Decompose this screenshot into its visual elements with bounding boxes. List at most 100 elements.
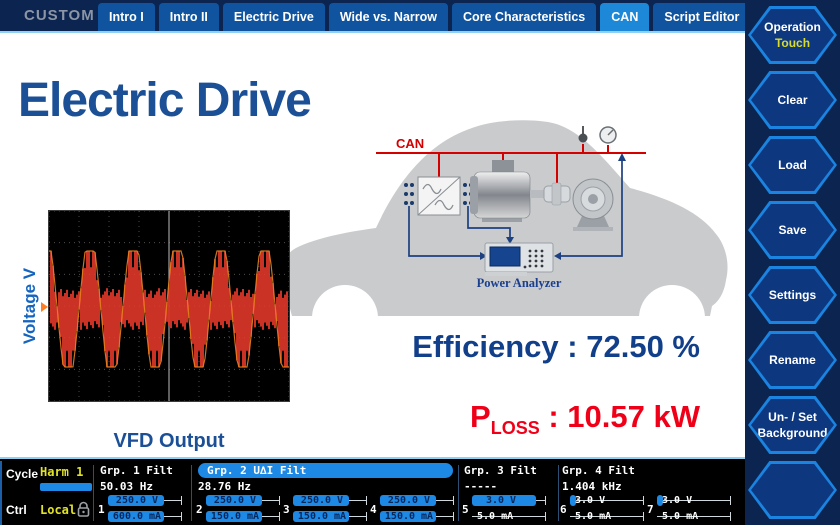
scope-caption: VFD Output [113,430,225,452]
wire-arrowheads [480,153,626,260]
button-label: Rename [769,352,816,367]
range-line [570,500,643,501]
range-line [570,516,643,517]
range-row: 150.0 mA [204,510,282,524]
range-row: 5.0 mA [568,510,646,524]
load-machine-icon [572,178,614,231]
channel-5-readout[interactable]: 5 3.0 V 5.0 mA [462,494,549,524]
tab-intro-i[interactable]: Intro I [98,3,155,31]
ctrl-mode-value[interactable]: Local [40,503,77,517]
channel-row: 1 250.0 V 600.0 mA [98,494,190,524]
range-fill-bar [293,511,349,522]
can-bus-label: CAN [396,136,424,151]
range-fill-bar [380,495,436,506]
channel-number: 6 [560,503,567,516]
lock-icon[interactable] [76,501,91,521]
group-frequency: ----- [464,480,498,493]
channel-current-range: 600.0 mA [112,511,162,522]
efficiency-label: Efficiency [412,329,559,364]
electric-motor-icon [470,160,544,222]
channel-voltage-range: 250.0 V [300,495,344,506]
range-fill-bar [206,511,262,522]
range-row: 3.0 V [655,494,733,508]
sidebar-button-load[interactable]: Load [748,136,837,194]
range-end-tick [730,496,731,505]
sidebar-button-un-set[interactable]: Un- / Set Background [748,396,837,454]
channel-voltage-range: 3.0 V [662,495,693,506]
channel-1-readout[interactable]: 1 250.0 V 600.0 mA [98,494,185,524]
range-line [472,516,545,517]
range-row: 250.0 V [204,494,282,508]
sidebar-button-settings[interactable]: Settings [748,266,837,324]
channel-current-range: 150.0 mA [384,511,434,522]
group-name[interactable]: Grp. 4 Filt [562,464,635,477]
temperature-sensor-icon [578,126,588,143]
range-fill-bar [108,511,164,522]
tab-strip: Intro I Intro II Electric Drive Wide vs. Na… [98,3,751,31]
group-name: Grp. 2 U∆I Filt [207,464,307,477]
tab-electric-drive[interactable]: Electric Drive [222,3,325,31]
range-end-tick [181,512,182,521]
scope-y-axis-label: Voltage V [20,267,39,345]
tab-core-characteristics[interactable]: Core Characteristics [451,3,597,31]
channel-7-readout[interactable]: 7 3.0 V 5.0 mA [647,494,734,524]
group-1-block: Grp. 1 Filt 50.03 Hz 1 250.0 V 600.0 mA [98,461,190,525]
cycle-mode-bar[interactable] [40,483,92,491]
drivetrain-diagram: CAN [276,106,736,351]
group-name[interactable]: Grp. 1 Filt [100,464,173,477]
button-label: Load [778,157,807,172]
channel-number: 4 [370,503,377,516]
shaft-coupling-icon [543,182,571,206]
tab-intro-ii[interactable]: Intro II [158,3,219,31]
range-fill-bar [570,495,577,506]
range-fill-bar [472,495,537,506]
range-end-tick [643,496,644,505]
range-end-tick [366,512,367,521]
channel-2-readout[interactable]: 2 250.0 V 150.0 mA [196,494,283,524]
tab-can[interactable]: CAN [600,3,650,31]
tab-bar: CUSTOM Intro I Intro II Electric Drive Wide… [0,0,840,31]
sidebar-button-save[interactable]: Save [748,201,837,259]
range-end-tick [545,512,546,521]
channel-number: 1 [98,503,105,516]
sidebar-button-operation[interactable]: Operation Touch [748,6,837,64]
range-row: 250.0 V [106,494,184,508]
channel-number: 5 [462,503,469,516]
channel-3-readout[interactable]: 3 250.0 V 150.0 mA [283,494,370,524]
range-end-tick [366,496,367,505]
channel-voltage-range: 3.0 V [575,495,606,506]
ploss-value: 10.57 kW [567,399,700,434]
sidebar-button-clear[interactable]: Clear [748,71,837,129]
tab-script-editor[interactable]: Script Editor [653,3,751,31]
range-end-tick [279,496,280,505]
cycle-label: Cycle [6,467,39,481]
group-header-selected[interactable]: Grp. 2 U∆I Filt [198,463,453,478]
button-label: Background [757,425,828,440]
status-bar: Cycle Harm 1 Ctrl Local Grp. 1 Filt 50.03… [0,457,745,525]
group-2-block: Grp. 2 U∆I Filt 28.76 Hz 2 250.0 V 150.0 mA 3… [196,461,457,525]
range-row: 3.0 V [470,494,548,508]
range-end-tick [545,496,546,505]
sidebar-button-rename[interactable]: Rename [748,331,837,389]
channel-current-range: 5.0 mA [662,511,699,522]
can-bus-lines [376,144,646,185]
channel-voltage-range: 250.0 V [387,495,431,506]
sidebar-button-empty[interactable] [748,461,837,519]
group-4-block: Grp. 4 Filt 1.404 kHz 6 3.0 V 5.0 mA 7 3.0 V 5.… [560,461,745,525]
channel-current-range: 5.0 mA [575,511,612,522]
page-title: Electric Drive [18,74,312,127]
group-3-block: Grp. 3 Filt ----- 5 3.0 V 5.0 mA [462,461,557,525]
channel-4-readout[interactable]: 4 250.0 V 150.0 mA [370,494,457,524]
group-name[interactable]: Grp. 3 Filt [464,464,537,477]
range-fill-bar [380,511,436,522]
range-end-tick [730,512,731,521]
custom-menu-label: CUSTOM [24,7,95,24]
sidebar: Operation Touch Clear Load Save Settings Renam… [745,0,840,525]
channel-6-readout[interactable]: 6 3.0 V 5.0 mA [560,494,647,524]
cycle-mode-value[interactable]: Harm 1 [40,465,84,479]
channel-current-range: 150.0 mA [297,511,347,522]
main-panel: Electric Drive CAN [0,31,745,457]
status-divider [191,465,192,521]
tab-wide-vs-narrow[interactable]: Wide vs. Narrow [328,3,448,31]
button-label: Clear [777,92,808,107]
